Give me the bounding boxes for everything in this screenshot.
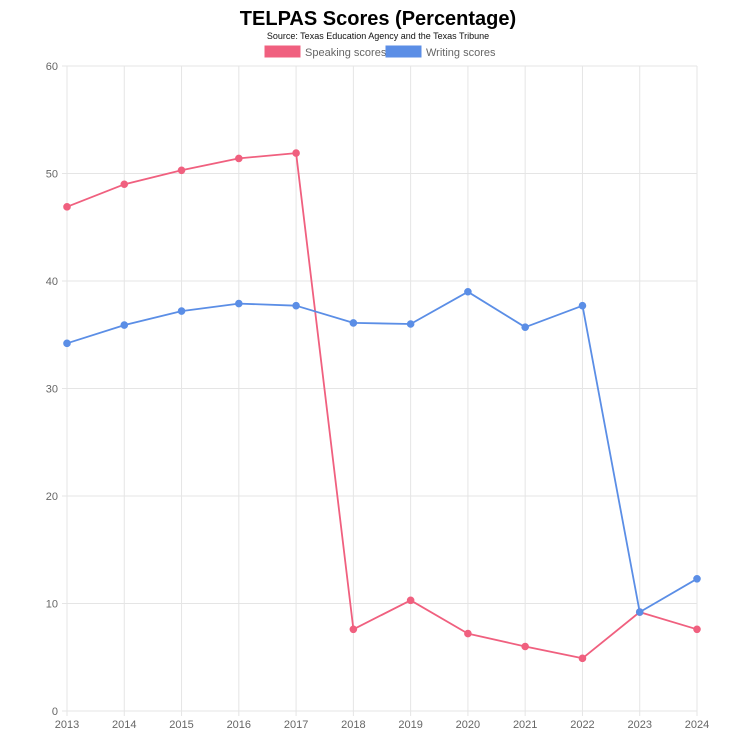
- data-point[interactable]: [406, 320, 415, 328]
- legend-swatch[interactable]: [264, 45, 301, 58]
- x-tick-label: 2020: [456, 719, 480, 731]
- data-point[interactable]: [120, 180, 129, 189]
- data-point[interactable]: [464, 287, 472, 296]
- data-point[interactable]: [693, 625, 701, 634]
- y-tick-label: 20: [46, 491, 58, 503]
- data-point[interactable]: [521, 642, 529, 651]
- data-point[interactable]: [406, 596, 415, 605]
- series-line: [66, 152, 698, 660]
- legend: Speaking scores Writing scores: [264, 45, 496, 59]
- data-point[interactable]: [235, 299, 243, 308]
- x-tick-label: 2024: [685, 719, 709, 731]
- y-tick-label: 30: [46, 384, 58, 396]
- y-tick-label: 0: [52, 706, 58, 718]
- data-point[interactable]: [292, 149, 300, 157]
- series-line: [66, 290, 698, 613]
- y-tick-label: 40: [46, 276, 58, 288]
- x-tick-label: 2021: [513, 719, 537, 731]
- x-tick-label: 2013: [55, 719, 79, 731]
- data-point[interactable]: [235, 154, 243, 163]
- chart-subtitle: Source: Texas Education Agency and the T…: [266, 31, 490, 41]
- data-point[interactable]: [578, 654, 587, 663]
- series-layer: [63, 149, 701, 663]
- chart-title: TELPAS Scores (Percentage): [239, 8, 517, 30]
- x-tick-label: 2019: [398, 719, 422, 731]
- legend-swatch[interactable]: [385, 45, 422, 58]
- series-1: [63, 287, 701, 616]
- data-point[interactable]: [693, 574, 701, 583]
- y-tick-label: 60: [46, 61, 58, 73]
- grid: [62, 65, 698, 716]
- x-tick-label: 2015: [169, 719, 193, 731]
- legend-label[interactable]: Writing scores: [426, 47, 496, 59]
- data-point[interactable]: [177, 307, 186, 315]
- data-point[interactable]: [635, 608, 644, 616]
- x-tick-label: 2022: [570, 719, 594, 731]
- x-tick-label: 2017: [284, 719, 308, 731]
- data-point[interactable]: [292, 301, 300, 310]
- data-point[interactable]: [464, 629, 472, 638]
- data-point[interactable]: [177, 166, 186, 175]
- x-tick-label: 2018: [341, 719, 365, 731]
- x-tick-label: 2023: [627, 719, 651, 731]
- axes: 0 10 20 30 40 50 60 2013 2014 2015 2016 2017 2018 201…: [46, 61, 709, 731]
- data-point[interactable]: [521, 323, 529, 332]
- y-tick-label: 10: [46, 599, 58, 611]
- data-point[interactable]: [349, 319, 358, 327]
- x-tick-label: 2016: [227, 719, 251, 731]
- data-point[interactable]: [120, 321, 129, 329]
- data-point[interactable]: [349, 625, 358, 634]
- legend-label[interactable]: Speaking scores: [305, 47, 387, 59]
- series-0: [63, 149, 701, 663]
- y-tick-label: 50: [46, 169, 58, 181]
- data-point[interactable]: [578, 301, 587, 310]
- x-tick-label: 2014: [112, 719, 136, 731]
- data-point[interactable]: [63, 203, 71, 211]
- data-point[interactable]: [63, 339, 71, 348]
